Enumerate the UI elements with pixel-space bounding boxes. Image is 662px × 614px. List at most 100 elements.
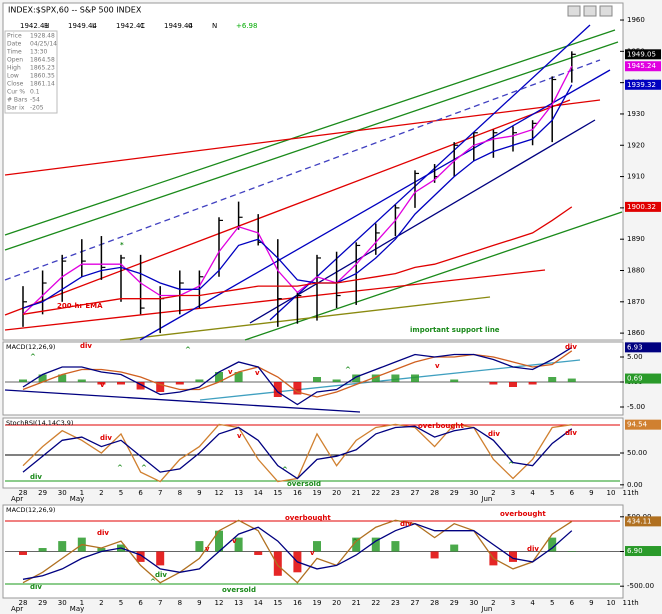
x-tick-label: 2 — [99, 489, 103, 497]
annotation: v — [228, 368, 233, 376]
x-tick-label: 11th — [623, 599, 639, 607]
last-value-label: 1900.32 — [627, 203, 656, 211]
hist-bar — [567, 378, 576, 382]
x-tick-label: 30 — [469, 599, 478, 607]
x-tick-label: 29 — [450, 489, 459, 497]
x-tick-label: 9 — [197, 489, 201, 497]
close-button[interactable] — [599, 5, 613, 17]
x-tick-label: 8 — [178, 599, 182, 607]
trendline — [4, 29, 616, 236]
stoch-panel — [2, 417, 624, 489]
x-tick-label: 8 — [178, 489, 182, 497]
annotation: ^ — [185, 346, 191, 354]
restore-button[interactable] — [583, 5, 597, 17]
series-line — [22, 84, 573, 309]
info-value: 04/25/14 — [30, 41, 57, 48]
trendline — [199, 359, 581, 401]
last-value-label: 1949.05 — [627, 50, 656, 58]
x-tick-label: 2 — [99, 599, 103, 607]
info-label: Cur % — [7, 89, 25, 96]
hist-bar — [77, 379, 86, 382]
panel-title: MACD(12,26,9) — [6, 506, 55, 514]
annotation: overbought — [418, 422, 464, 430]
last-value-box — [625, 79, 661, 90]
price-panel — [2, 2, 624, 341]
x-tick-label: 16 — [293, 599, 302, 607]
x-tick-label: 15 — [273, 489, 282, 497]
x-tick-label: 30 — [58, 599, 67, 607]
last-value-label: 1945.24 — [627, 62, 656, 70]
x-tick-label: 11th — [623, 489, 639, 497]
hist-bar — [156, 382, 165, 392]
last-value-label: 94.54 — [627, 421, 648, 429]
x-tick-label: 6 — [570, 489, 575, 497]
annotation: v — [232, 537, 237, 545]
trendline — [4, 59, 601, 281]
annotation: ^ — [150, 578, 156, 586]
info-value: 13:30 — [30, 49, 47, 56]
x-tick-label: 27 — [411, 599, 420, 607]
y-tick-label: 1860 — [627, 329, 645, 337]
hist-bar — [371, 374, 380, 382]
info-value: 0.1 — [30, 89, 40, 96]
info-box: Price 1928.48 Date 04/25/14 Time 13:30 Open 186… — [4, 30, 58, 114]
x-tick-label: 9 — [197, 599, 201, 607]
trendline — [4, 41, 619, 251]
annotation: div — [155, 571, 167, 579]
quote-item: 1942.41 — [116, 22, 145, 30]
annotation: v — [255, 369, 260, 377]
annotation: ^ — [117, 464, 123, 472]
trendline — [4, 99, 571, 316]
info-value: 1864.58 — [30, 57, 55, 64]
info-label: Low — [7, 73, 19, 80]
hist-bar — [195, 541, 204, 552]
x-tick-label: 6 — [570, 599, 575, 607]
x-tick-label: 30 — [58, 489, 67, 497]
quote-item: H — [44, 22, 49, 30]
info-value: 1860.35 — [30, 73, 55, 80]
x-tick-label: 10 — [607, 599, 616, 607]
x-tick-label: 28 — [430, 599, 439, 607]
last-value-label: 0.69 — [627, 375, 643, 383]
x-tick-label: 1 — [80, 599, 84, 607]
annotation: div — [30, 473, 42, 481]
info-label: Open — [7, 57, 23, 64]
x-tick-label: 2 — [491, 599, 495, 607]
hist-bar — [273, 382, 282, 397]
x-tick-label: 15 — [273, 599, 282, 607]
x-tick-label: 1 — [80, 489, 84, 497]
quote-bar: 1942.41H 1949.44L 1942.41C 1949.440 N +6.98 — [20, 22, 257, 30]
hist-bar — [391, 374, 400, 382]
y-tick-label: -500.00 — [627, 582, 654, 590]
last-value-box — [625, 342, 661, 353]
hist-bar — [509, 551, 517, 562]
hist-bar — [548, 377, 557, 382]
series-line — [22, 350, 573, 398]
y-tick-label: 50.00 — [627, 449, 647, 457]
x-tick-label: 27 — [411, 489, 420, 497]
annotation: div — [80, 342, 92, 350]
hist-bar — [489, 382, 498, 385]
x-tick-label: 19 — [313, 489, 322, 497]
x-tick-label: 9 — [589, 489, 593, 497]
x-tick-label: 5 — [550, 599, 554, 607]
x-tick-label: 21 — [352, 599, 361, 607]
min-button[interactable] — [567, 5, 581, 17]
annotation: overbought — [285, 514, 331, 522]
info-label: Close — [7, 81, 24, 88]
info-value: 1865.23 — [30, 65, 55, 72]
x-tick-label: 5 — [119, 599, 123, 607]
month-label: Apr — [11, 605, 23, 613]
info-label: # Bars — [7, 97, 27, 104]
annotation: ^ — [345, 366, 351, 374]
quote-item: C — [140, 22, 145, 30]
last-value-label: 6.90 — [627, 547, 643, 555]
info-value: -205 — [30, 105, 44, 112]
last-value-box — [625, 201, 661, 212]
x-tick-label: 23 — [391, 489, 400, 497]
hist-bar — [450, 544, 459, 552]
hist-bar — [58, 541, 67, 552]
x-tick-label: 2 — [491, 489, 495, 497]
hist-bar — [293, 382, 302, 395]
series-line — [22, 425, 573, 480]
